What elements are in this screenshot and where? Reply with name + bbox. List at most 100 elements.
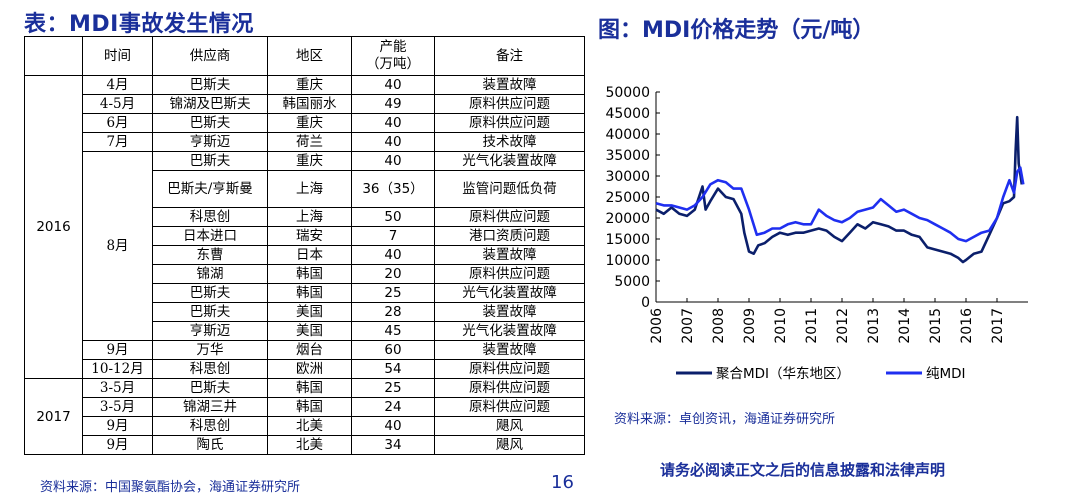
note-cell: 原料供应问题 (434, 207, 585, 227)
supplier-cell: 巴斯夫/亨斯曼 (152, 170, 268, 208)
table-row: 巴斯夫 美国 28 装置故障 (25, 302, 585, 322)
supplier-cell: 科思创 (152, 207, 268, 227)
note-cell: 原料供应问题 (434, 397, 585, 417)
table-body: 2016 4月 巴斯夫 重庆 40 装置故障 4-5月 锦湖及巴斯夫 韩国丽水 49 原料供应问题 6… (24, 75, 585, 455)
note-cell: 原料供应问题 (434, 264, 585, 284)
capacity-cell: 40 (351, 245, 435, 265)
table-row: 4-5月 锦湖及巴斯夫 韩国丽水 49 原料供应问题 (25, 94, 585, 114)
region-cell: 美国 (267, 321, 352, 341)
header-note: 备注 (434, 36, 585, 76)
table-source: 资料来源：中国聚氨酯协会，海通证券研究所 (40, 480, 301, 495)
supplier-cell: 万华 (152, 340, 268, 360)
header-year (24, 36, 83, 76)
note-cell: 技术故障 (434, 132, 585, 152)
x-tick-label: 2006 (649, 308, 665, 344)
y-tick-label: 25000 (605, 190, 650, 206)
y-tick-label: 20000 (605, 211, 650, 227)
time-cell: 4-5月 (82, 94, 153, 114)
note-cell: 光气化装置故障 (434, 283, 585, 303)
capacity-cell: 49 (351, 94, 435, 114)
supplier-cell: 巴斯夫 (152, 283, 268, 303)
capacity-cell: 40 (351, 113, 435, 133)
note-cell: 飓风 (434, 416, 585, 436)
capacity-cell: 40 (351, 151, 435, 171)
table-row: 2016 4月 巴斯夫 重庆 40 装置故障 (24, 75, 585, 379)
x-tick-label: 2015 (928, 308, 944, 344)
table-row: 亨斯迈 美国 45 光气化装置故障 (25, 321, 585, 341)
y-tick-label: 30000 (605, 169, 650, 185)
region-cell: 韩国 (267, 264, 352, 284)
y-tick-label: 5000 (614, 274, 650, 290)
year-cell: 2017 (24, 378, 83, 455)
x-tick-label: 2008 (711, 308, 727, 344)
supplier-cell: 巴斯夫 (152, 378, 268, 398)
capacity-cell: 7 (351, 226, 435, 246)
x-axis: 2006 2007 2008 2009 2010 2011 2012 2013 2014 2015… (649, 298, 1028, 344)
region-cell: 韩国丽水 (267, 94, 352, 114)
y-tick-label: 15000 (605, 232, 650, 248)
header-capacity: 产能 （万吨） (351, 36, 435, 76)
note-cell: 飓风 (434, 435, 585, 455)
time-cell: 4月 (82, 75, 153, 95)
series-line-polymeric-mdi (655, 115, 1024, 264)
supplier-cell: 日本进口 (152, 226, 268, 246)
capacity-cell: 50 (351, 207, 435, 227)
header-time: 时间 (82, 36, 153, 76)
legend-label: 聚合MDI（华东地区） (716, 366, 850, 382)
time-cell: 9月 (82, 435, 153, 455)
mdi-price-chart: 0 5000 10000 15000 20000 25000 30000 35000 40000… (605, 85, 1028, 382)
table-header: 时间 供应商 地区 产能 （万吨） 备注 (24, 36, 585, 76)
legend: 聚合MDI（华东地区） 纯MDI (676, 366, 966, 382)
capacity-cell: 24 (351, 397, 435, 417)
x-tick-label: 2009 (742, 308, 758, 344)
capacity-cell: 60 (351, 340, 435, 360)
supplier-cell: 巴斯夫 (152, 151, 268, 171)
region-cell: 上海 (267, 207, 352, 227)
table-row: 10-12月 科思创 欧洲 54 原料供应问题 (25, 359, 585, 379)
table-row: 2017 3-5月 巴斯夫 韩国 25 原料供应问题 (24, 378, 585, 455)
table-row: 9月 科思创 北美 40 飓风 (25, 416, 585, 436)
series-line-pure-mdi (655, 166, 1025, 243)
region-cell: 重庆 (267, 75, 352, 95)
table-row: 巴斯夫/亨斯曼 上海 36（35） 监管问题低负荷 (25, 170, 585, 208)
capacity-cell: 40 (351, 132, 435, 152)
time-cell: 8月 (82, 151, 153, 341)
supplier-cell: 巴斯夫 (152, 302, 268, 322)
y-tick-label: 45000 (605, 106, 650, 122)
note-cell: 装置故障 (434, 340, 585, 360)
page-number: 16 (551, 472, 574, 493)
time-cell: 6月 (82, 113, 153, 133)
supplier-cell: 巴斯夫 (152, 113, 268, 133)
mdi-incident-table: 时间 供应商 地区 产能 （万吨） 备注 2016 4月 巴斯夫 重庆 40 装置故障 4-… (24, 36, 585, 455)
table-row: 9月 万华 烟台 60 装置故障 (25, 340, 585, 360)
supplier-cell: 亨斯迈 (152, 321, 268, 341)
x-tick-label: 2012 (835, 308, 851, 344)
region-cell: 上海 (267, 170, 352, 208)
x-tick-label: 2017 (990, 308, 1006, 344)
region-cell: 日本 (267, 245, 352, 265)
note-cell: 原料供应问题 (434, 378, 585, 398)
supplier-cell: 陶氏 (152, 435, 268, 455)
note-cell: 港口资质问题 (434, 226, 585, 246)
time-cell: 7月 (82, 132, 153, 152)
table-row: 7月 亨斯迈 荷兰 40 技术故障 (25, 132, 585, 152)
capacity-cell: 28 (351, 302, 435, 322)
capacity-cell: 45 (351, 321, 435, 341)
region-cell: 荷兰 (267, 132, 352, 152)
note-cell: 监管问题低负荷 (434, 170, 585, 208)
supplier-cell: 巴斯夫 (152, 75, 268, 95)
table-row: 9月 陶氏 北美 34 飓风 (25, 435, 585, 455)
time-cell: 3-5月 (82, 397, 153, 417)
capacity-cell: 40 (351, 75, 435, 95)
table-title: 表：MDI事故发生情况 (24, 12, 254, 37)
table-row: 日本进口 瑞安 7 港口资质问题 (25, 226, 585, 246)
table-row: 8月 巴斯夫 重庆 40 光气化装置故障 (25, 151, 585, 341)
chart-source: 资料来源：卓创资讯，海通证券研究所 (614, 412, 836, 427)
capacity-cell: 25 (351, 283, 435, 303)
time-cell: 9月 (82, 340, 153, 360)
capacity-cell: 25 (351, 378, 435, 398)
y-tick-label: 10000 (605, 253, 650, 269)
region-cell: 北美 (267, 435, 352, 455)
note-cell: 光气化装置故障 (434, 321, 585, 341)
y-tick-label: 35000 (605, 148, 650, 164)
